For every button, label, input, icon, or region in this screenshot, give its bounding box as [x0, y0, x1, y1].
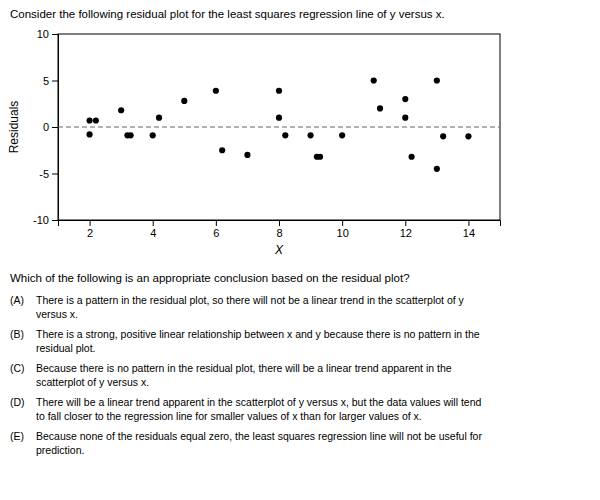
point: [181, 98, 187, 104]
point: [213, 88, 219, 94]
answer-label: (A): [10, 294, 24, 306]
point: [150, 132, 156, 138]
y-tick: 0: [43, 121, 58, 133]
y-tick-mark: [52, 34, 58, 35]
point: [93, 117, 99, 123]
point: [465, 133, 471, 139]
x-tick: 4: [150, 220, 156, 239]
y-tick: 5: [43, 75, 58, 87]
x-tick-label: 4: [150, 227, 156, 239]
point: [244, 152, 250, 158]
x-tick: 10: [337, 220, 349, 239]
point: [276, 88, 282, 94]
y-tick-mark: [52, 81, 58, 82]
y-axis-line: [52, 35, 59, 221]
answer-line: There will be a linear trend apparent in…: [36, 396, 481, 408]
plot-area: [58, 77, 500, 172]
point: [440, 133, 446, 139]
point: [118, 107, 124, 113]
point: [307, 132, 313, 138]
answer-line: versus x.: [36, 308, 78, 320]
plot-frame: [58, 34, 500, 220]
point: [434, 166, 440, 172]
point: [409, 154, 415, 160]
answer-text: There is a strong, positive linear relat…: [36, 328, 480, 354]
x-tick-mark: [153, 220, 154, 226]
point: [402, 96, 408, 102]
point: [377, 105, 383, 111]
question: Which of the following is an appropriate…: [10, 272, 410, 284]
answer-text: Because none of the residuals equal zero…: [36, 430, 482, 456]
x-tick: 14: [463, 220, 475, 239]
chart: Consider the following residual plot for…: [0, 0, 600, 500]
x-tick-label: 10: [337, 227, 349, 239]
point: [282, 132, 288, 138]
x-tick: 6: [213, 220, 219, 239]
x-axis-line: [59, 221, 501, 227]
answer-line: to fall closer to the regression line fo…: [36, 410, 422, 422]
x-axis: 2 4 6 8 10 12 14: [59, 220, 501, 239]
x-tick: 12: [400, 220, 412, 239]
point: [219, 147, 225, 153]
x-tick-label: 14: [463, 227, 475, 239]
x-tick-label: 12: [400, 227, 412, 239]
point: [156, 115, 162, 121]
answer-text: There will be a linear trend apparent in…: [36, 396, 481, 422]
y-tick: -5: [39, 168, 58, 180]
answer-line: scatterplot of y versus x.: [36, 376, 149, 388]
y-tick: -10: [33, 214, 58, 226]
y-tick: 10: [37, 28, 58, 40]
answer-text: There is a pattern in the residual plot,…: [36, 294, 465, 320]
answer-line: There is a pattern in the residual plot,…: [36, 294, 465, 306]
answer-label: (B): [10, 328, 24, 340]
point: [402, 115, 408, 121]
y-tick-label: 10: [37, 28, 49, 40]
x-tick-label: 8: [276, 227, 282, 239]
x-tick-mark: [216, 220, 217, 226]
answer-line: Because there is no pattern in the resid…: [36, 362, 452, 374]
y-tick-label: -10: [33, 214, 49, 226]
answer-line: There is a strong, positive linear relat…: [36, 328, 480, 340]
y-tick-label: -5: [39, 168, 49, 180]
x-tick-label: 2: [87, 227, 93, 239]
reference-line: [58, 127, 500, 128]
x-tick: 2: [87, 220, 93, 239]
answer-label: (E): [10, 430, 24, 442]
x-axis-title: X: [274, 243, 284, 257]
answer-text: Because there is no pattern in the resid…: [36, 362, 452, 388]
answer-label: (D): [10, 396, 25, 408]
answer-line: residual plot.: [36, 342, 96, 354]
point: [86, 117, 92, 123]
x-tick-mark: [405, 220, 406, 226]
y-tick-mark: [52, 127, 58, 128]
point: [128, 132, 134, 138]
x-tick-mark: [342, 220, 343, 226]
y-axis: -10 -5 0 5 10: [33, 28, 58, 226]
x-tick-mark: [468, 220, 469, 226]
y-tick-label: 0: [43, 121, 49, 133]
title: Consider the following residual plot for…: [10, 8, 445, 20]
answer-label: (C): [10, 362, 25, 374]
x-tick-mark: [90, 220, 91, 226]
x-tick-label: 6: [213, 227, 219, 239]
x-tick-mark: [279, 220, 280, 226]
point: [317, 154, 323, 160]
point: [434, 77, 440, 83]
answer-line: prediction.: [36, 444, 84, 456]
y-tick-label: 5: [43, 75, 49, 87]
answer-line: Because none of the residuals equal zero…: [36, 430, 482, 442]
point: [86, 131, 92, 137]
point: [276, 115, 282, 121]
point: [339, 132, 345, 138]
x-tick: 8: [276, 220, 282, 239]
y-axis-title: Residuals: [7, 101, 21, 154]
point: [371, 77, 377, 83]
y-tick-mark: [52, 174, 58, 175]
y-tick-mark: [52, 220, 58, 221]
